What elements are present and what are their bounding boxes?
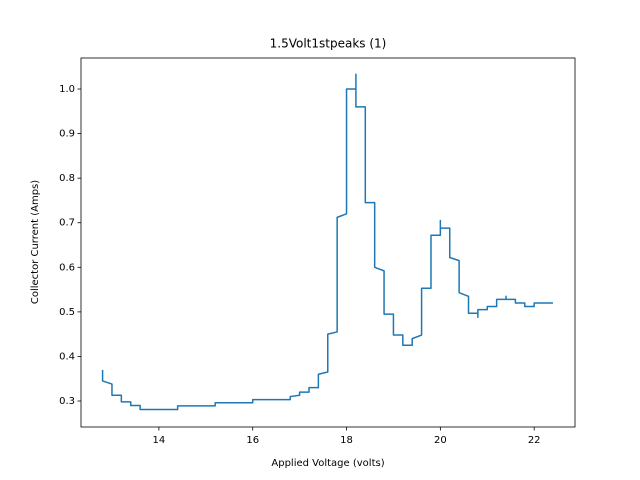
y-tick-label: 0.9 bbox=[59, 129, 75, 140]
y-tick-label: 0.4 bbox=[59, 351, 75, 362]
data-line bbox=[101, 73, 553, 411]
x-tick-label: 20 bbox=[434, 435, 447, 446]
y-tick-label: 0.7 bbox=[59, 218, 75, 229]
y-tick-label: 0.6 bbox=[59, 262, 75, 273]
plot-frame bbox=[80, 57, 576, 428]
chart-title: 1.5Volt1stpeaks (1) bbox=[270, 37, 387, 51]
y-tick-label: 0.8 bbox=[59, 173, 75, 184]
x-tick-label: 18 bbox=[340, 435, 353, 446]
x-tick-label: 22 bbox=[528, 435, 541, 446]
y-tick-label: 0.5 bbox=[59, 307, 75, 318]
x-tick-label: 16 bbox=[246, 435, 259, 446]
y-tick-label: 0.3 bbox=[59, 396, 75, 407]
y-axis-label: Collector Current (Amps) bbox=[30, 180, 41, 304]
y-tick-label: 1.0 bbox=[59, 84, 75, 95]
x-axis-label: Applied Voltage (volts) bbox=[271, 458, 384, 469]
x-tick-label: 14 bbox=[153, 435, 166, 446]
